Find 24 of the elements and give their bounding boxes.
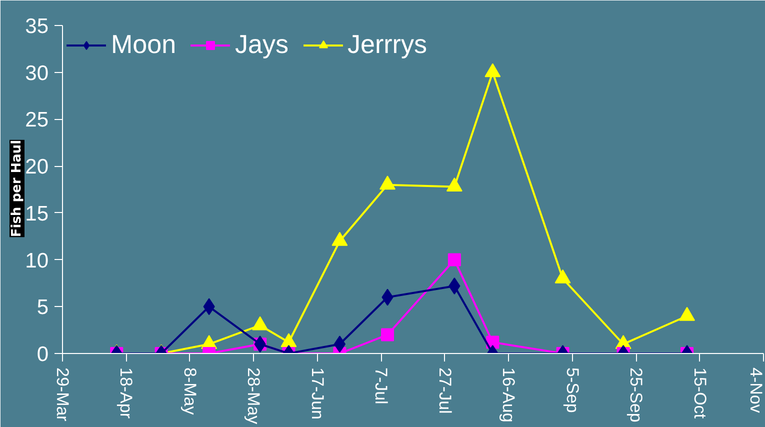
y-tick-label: 25 [25,108,48,132]
x-tick-label: 16-Aug [499,368,518,422]
legend-label: Jerrrys [348,29,427,60]
x-tick-label: 8-May [180,368,200,416]
legend-label: Moon [111,29,176,60]
y-tick-label: 35 [25,15,48,38]
y-tick-label: 15 [25,202,48,226]
x-tick-label: 29-Mar [53,368,72,422]
y-tick-label: 10 [25,249,48,272]
y-tick-label: 20 [25,156,48,179]
x-tick-label: 7-Jul [372,368,391,404]
x-tick-label: 15-Oct [690,368,710,419]
x-tick-label: 4-Nov [746,368,765,414]
x-tick-label: 27-Jul [435,368,454,414]
x-tick-label: 5-Sep [562,368,582,413]
x-tick-label: 18-Apr [116,368,136,419]
x-tick-label: 28-May [244,368,264,425]
legend-label: Jays [235,29,289,60]
x-tick-label: 17-Jun [308,368,327,420]
y-tick-label: 0 [36,343,49,366]
y-tick-label: 30 [25,62,48,85]
y-tick-label: 5 [36,296,49,320]
x-tick-label: 25-Sep [626,368,646,422]
y-axis-title: Fish per Haul [10,140,24,238]
